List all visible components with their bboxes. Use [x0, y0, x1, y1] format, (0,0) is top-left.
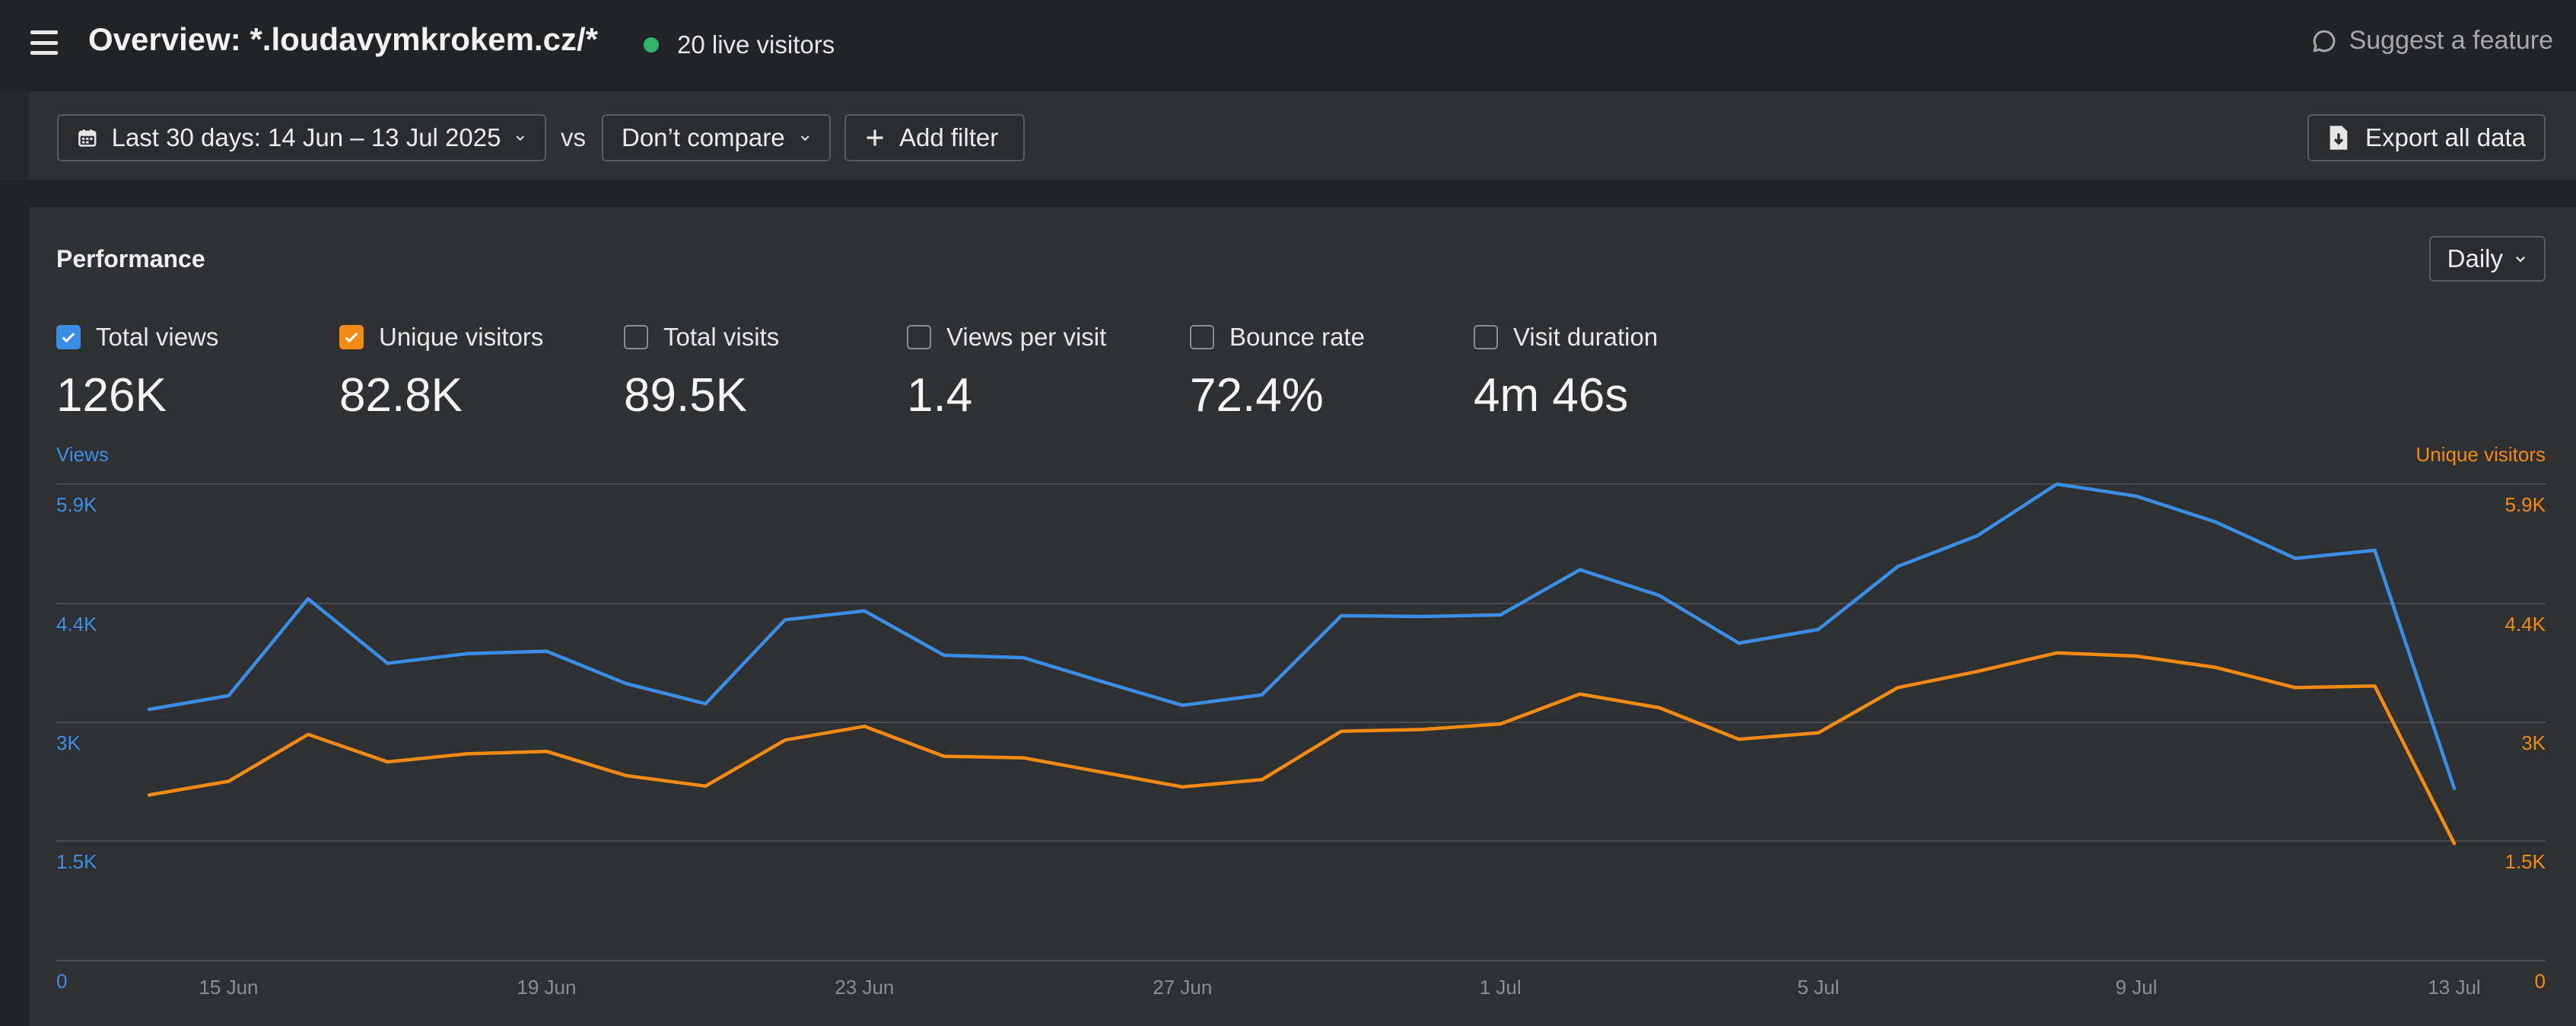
checkbox-unchecked-icon[interactable] [1190, 325, 1214, 349]
x-tick-label: 1 Jul [1480, 976, 1522, 999]
live-visitors[interactable]: 20 live visitors [644, 30, 835, 59]
x-tick-label: 13 Jul [2428, 976, 2480, 999]
metric-label: Total views [96, 323, 219, 351]
y-tick-label-right: 1.5K [2505, 850, 2546, 873]
page-title: Overview: *.loudavymkrokem.cz/* [88, 21, 598, 57]
y-tick-label-right: 3K [2521, 731, 2546, 754]
download-file-icon [2330, 126, 2348, 150]
vs-label: vs [561, 123, 586, 151]
y-tick-label-left: 0 [56, 970, 67, 993]
y-axis-right-title: Unique visitors [2415, 443, 2546, 466]
metric-label: Views per visit [946, 323, 1107, 351]
date-range-label: Last 30 days: 14 Jun – 13 Jul 2025 [111, 123, 501, 151]
y-tick-label-left: 3K [56, 731, 81, 754]
x-tick-label: 27 Jun [1153, 976, 1212, 999]
y-tick-label-left: 1.5K [56, 850, 97, 873]
menu-icon[interactable] [30, 30, 58, 55]
metric-bounce-rate[interactable]: Bounce rate 72.4% [1190, 323, 1365, 422]
metric-visit-duration[interactable]: Visit duration 4m 46s [1474, 323, 1658, 422]
chevron-down-icon [517, 135, 525, 141]
calendar-icon [78, 129, 97, 147]
x-tick-label: 5 Jul [1798, 976, 1840, 999]
checkbox-checked-icon[interactable] [339, 325, 364, 349]
compare-label: Don’t compare [622, 123, 785, 151]
performance-title: Performance [56, 245, 205, 272]
checkbox-checked-icon[interactable] [56, 325, 81, 349]
metric-unique-visitors[interactable]: Unique visitors 82.8K [339, 323, 543, 422]
interval-label: Daily [2447, 244, 2503, 272]
x-tick-label: 19 Jun [517, 976, 576, 999]
y-tick-label-right: 4.4K [2505, 613, 2546, 636]
export-button[interactable]: Export all data [2307, 114, 2546, 161]
series-line-unique-visitors [147, 651, 2457, 846]
checkbox-unchecked-icon[interactable] [907, 325, 931, 349]
metric-value: 82.8K [339, 369, 463, 422]
suggest-feature-label: Suggest a feature [2349, 26, 2553, 55]
checkbox-unchecked-icon[interactable] [624, 325, 648, 349]
metric-value: 4m 46s [1474, 369, 1629, 422]
live-dot-icon [644, 37, 659, 53]
metric-total-views[interactable]: Total views 126K [56, 323, 218, 422]
x-tick-label: 23 Jun [835, 976, 894, 999]
chevron-down-icon [800, 135, 809, 142]
y-tick-label-right: 0 [2535, 970, 2546, 993]
metric-label: Total visits [663, 323, 780, 351]
export-label: Export all data [2365, 123, 2526, 151]
add-filter-button[interactable]: Add filter [844, 114, 1025, 161]
y-tick-label-right: 5.9K [2505, 493, 2546, 516]
live-visitors-label: 20 live visitors [677, 30, 835, 59]
metric-value: 126K [56, 369, 167, 422]
plus-icon [867, 129, 883, 146]
checkbox-unchecked-icon[interactable] [1474, 325, 1498, 349]
metric-label: Bounce rate [1229, 323, 1365, 351]
series-line-views [147, 482, 2457, 791]
y-tick-label-left: 4.4K [56, 613, 97, 636]
y-tick-label-left: 5.9K [56, 493, 97, 516]
interval-dropdown[interactable]: Daily [2428, 236, 2546, 282]
date-range-picker[interactable]: Last 30 days: 14 Jun – 13 Jul 2025 [57, 114, 546, 161]
metric-views-per-visit[interactable]: Views per visit 1.4 [907, 323, 1106, 422]
y-axis-left-title: Views [56, 443, 109, 466]
metric-total-visits[interactable]: Total visits 89.5K [624, 323, 779, 422]
metric-label: Unique visitors [379, 323, 544, 351]
suggest-feature-link[interactable]: Suggest a feature [2311, 26, 2553, 56]
metric-value: 1.4 [907, 369, 973, 422]
compare-dropdown[interactable]: Don’t compare [602, 114, 831, 161]
chevron-down-icon [2515, 256, 2526, 263]
x-tick-label: 15 Jun [199, 976, 258, 999]
speech-bubble-icon [2313, 30, 2336, 52]
add-filter-label: Add filter [899, 123, 999, 151]
metric-value: 72.4% [1190, 369, 1324, 422]
performance-card [29, 207, 2576, 1026]
top-bar: Overview: *.loudavymkrokem.cz/* 20 live … [0, 0, 2576, 90]
metric-label: Visit duration [1513, 323, 1658, 351]
metric-value: 89.5K [624, 369, 748, 422]
x-tick-label: 9 Jul [2116, 976, 2158, 999]
sidebar-edge [0, 91, 29, 180]
